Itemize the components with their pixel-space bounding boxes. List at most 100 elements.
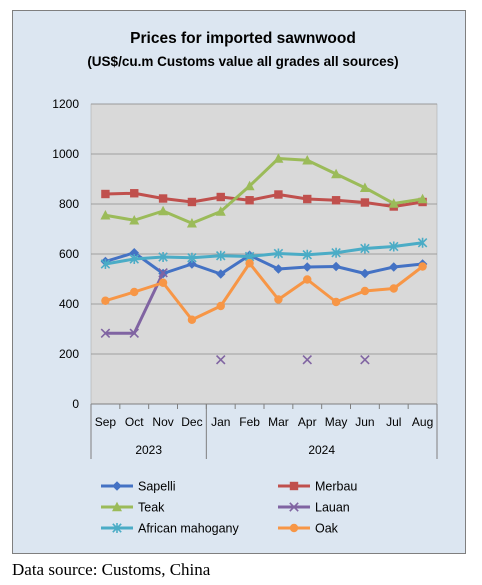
- series-lauan: [100, 267, 370, 365]
- series-marker: [245, 259, 254, 268]
- x-tick-label: Mar: [268, 415, 289, 429]
- series-marker: [360, 268, 370, 279]
- series-marker: [302, 354, 313, 365]
- chart-subtitle: (US$/cu.m Customs value all grades all s…: [87, 54, 398, 69]
- series-marker: [216, 301, 225, 311]
- series-marker: [360, 243, 370, 254]
- series-marker: [215, 354, 226, 365]
- y-tick-label: 600: [59, 247, 79, 261]
- chart-title: Prices for imported sawnwood: [130, 30, 356, 47]
- y-tick-label: 1200: [52, 97, 79, 111]
- series-line: [104, 251, 423, 276]
- y-tick-label: 800: [59, 197, 79, 211]
- legend-label: Merbau: [315, 480, 357, 494]
- legend-item: Sapelli: [101, 480, 176, 494]
- series-marker: [274, 295, 283, 304]
- series-marker: [129, 247, 140, 258]
- series-marker: [158, 267, 168, 278]
- series-teak: [100, 153, 428, 228]
- series-marker: [302, 262, 313, 272]
- series-marker: [101, 296, 110, 305]
- series-marker: [388, 241, 399, 252]
- series-marker: [112, 481, 122, 491]
- series-line: [105, 241, 423, 266]
- axes: 0 200 400 600 800 1000 1200 Sep Oct Nov Dec Jan Feb M…: [52, 97, 438, 459]
- series-marker: [360, 198, 370, 207]
- series-african-mahogany: [100, 237, 428, 269]
- x-tick-label: Jan: [211, 415, 230, 429]
- series-marker: [158, 278, 168, 287]
- legend-item: African mahogany: [101, 522, 240, 536]
- series-marker: [187, 259, 197, 269]
- series-marker: [302, 155, 313, 165]
- series-marker: [158, 194, 168, 203]
- series-marker: [359, 182, 370, 192]
- x-tick-label: Feb: [239, 415, 260, 429]
- series-marker: [360, 286, 370, 296]
- legend-label: Teak: [138, 501, 165, 515]
- x-tick-label: Jul: [386, 415, 401, 429]
- legend-item: Teak: [101, 501, 165, 515]
- series-marker: [273, 264, 284, 274]
- series-marker: [417, 193, 428, 204]
- series-marker: [388, 262, 399, 272]
- y-tick-label: 0: [72, 397, 79, 411]
- legend: Sapelli Merbau Teak Lauan African mahogany Oa…: [101, 480, 357, 536]
- series-marker: [289, 502, 299, 512]
- series-marker: [216, 192, 225, 202]
- series-marker: [101, 189, 110, 199]
- legend-label: African mahogany: [138, 522, 240, 536]
- series-marker: [158, 252, 168, 262]
- series-marker: [100, 210, 111, 220]
- chart-panel: 0 200 400 600 800 1000 1200 Sep Oct Nov Dec Jan Feb M…: [12, 10, 466, 554]
- y-tick-label: 400: [59, 297, 79, 311]
- series-marker: [360, 354, 370, 365]
- legend-label: Oak: [315, 522, 339, 536]
- legend-item: Lauan: [278, 501, 350, 515]
- series-marker: [130, 287, 139, 297]
- series-marker: [331, 196, 341, 205]
- series-marker: [158, 205, 169, 216]
- series-marker: [303, 194, 312, 204]
- series-marker: [215, 269, 226, 279]
- series-marker: [331, 297, 341, 307]
- series-marker: [388, 198, 399, 208]
- series-marker: [331, 168, 342, 179]
- x-tick-label: Sep: [95, 415, 117, 429]
- year-label: 2024: [308, 443, 335, 457]
- series-marker: [331, 247, 341, 258]
- y-tick-label: 200: [59, 347, 79, 361]
- legend-label: Lauan: [315, 501, 350, 515]
- series-marker: [129, 254, 140, 264]
- series-marker: [112, 501, 122, 512]
- year-label: 2023: [135, 443, 162, 457]
- legend-item: Oak: [278, 522, 339, 536]
- series-lines: [100, 153, 428, 365]
- series-marker: [187, 315, 197, 324]
- series-marker: [129, 215, 140, 225]
- source-note: Data source: Customs, China: [12, 560, 211, 579]
- series-line: [105, 191, 423, 208]
- series-marker: [129, 328, 140, 339]
- series-marker: [186, 218, 197, 228]
- series-marker: [331, 261, 341, 272]
- x-tick-label: Aug: [412, 415, 433, 429]
- legend-label: Sapelli: [138, 480, 176, 494]
- series-marker: [245, 196, 254, 205]
- series-marker: [273, 248, 284, 259]
- series-marker: [302, 249, 313, 260]
- series-marker: [289, 523, 299, 533]
- series-marker: [187, 252, 197, 263]
- series-marker: [274, 190, 283, 199]
- series-marker: [289, 481, 299, 491]
- series-marker: [112, 523, 122, 533]
- series-oak: [101, 259, 427, 324]
- legend-item: Merbau: [278, 480, 357, 494]
- series-marker: [303, 275, 312, 284]
- x-tick-label: Oct: [125, 415, 144, 429]
- x-tick-label: Jun: [355, 415, 374, 429]
- series-marker: [100, 259, 111, 269]
- series-marker: [389, 284, 398, 293]
- x-tick-label: May: [325, 415, 348, 429]
- series-marker: [130, 189, 139, 198]
